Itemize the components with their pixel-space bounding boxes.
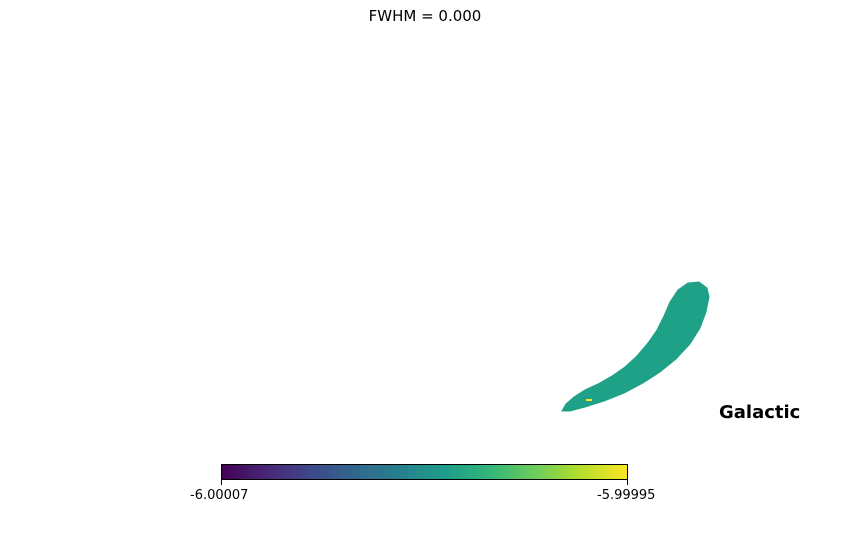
colorbar-max-tick <box>627 480 628 485</box>
colorbar-max-label: -5.99995 <box>597 488 656 503</box>
chart-title: FWHM = 0.000 <box>368 7 482 25</box>
colorbar-min-label: -6.00007 <box>190 488 249 503</box>
sky-region <box>561 281 710 412</box>
colorbar-min-tick <box>221 480 222 485</box>
colorbar <box>221 464 628 480</box>
sky-map <box>561 281 710 412</box>
coordinate-system-label: Galactic <box>719 402 801 423</box>
